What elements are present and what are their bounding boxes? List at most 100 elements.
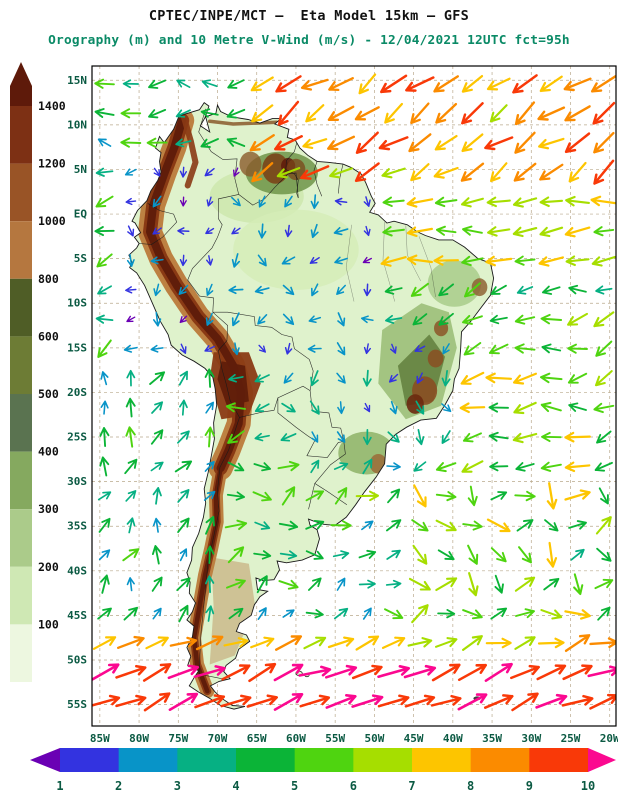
wind-arrow bbox=[257, 254, 267, 267]
wind-arrow bbox=[179, 315, 188, 324]
wind-arrow bbox=[385, 314, 403, 324]
wind-arrow bbox=[485, 255, 513, 267]
wind-arrow bbox=[412, 313, 428, 326]
wind-arrow bbox=[253, 462, 271, 472]
wind-arrow bbox=[415, 400, 425, 415]
lat-label: 15S bbox=[67, 341, 87, 354]
wind-arrow bbox=[148, 108, 167, 119]
wind-arrow bbox=[380, 256, 407, 267]
wind-arrow bbox=[204, 461, 215, 472]
wind-arrow bbox=[125, 197, 137, 206]
wind-arrow bbox=[206, 283, 214, 296]
wind-arrow bbox=[568, 402, 587, 412]
wind-arrow bbox=[385, 579, 402, 589]
wind-arrow bbox=[152, 311, 162, 327]
wind-arrow bbox=[251, 162, 274, 183]
lon-label: 40W bbox=[443, 732, 463, 745]
wind-arrow bbox=[98, 549, 111, 561]
wind-arrow bbox=[595, 285, 613, 295]
wind-arrow bbox=[462, 635, 483, 651]
wind-scale-label: 4 bbox=[232, 779, 239, 793]
wind-arrow bbox=[362, 256, 372, 264]
wind-arrow bbox=[568, 284, 587, 295]
wind-arrow bbox=[299, 694, 331, 708]
colorbar-segment bbox=[10, 336, 32, 394]
wind-arrow bbox=[195, 635, 224, 651]
wind-arrow bbox=[514, 576, 536, 592]
wind-arrow bbox=[201, 79, 218, 88]
wind-arrow bbox=[377, 665, 410, 678]
wind-arrow bbox=[276, 167, 301, 179]
wind-arrow bbox=[308, 315, 322, 324]
wind-arrow bbox=[307, 344, 322, 353]
wind-arrow bbox=[115, 664, 147, 679]
wind-arrow bbox=[512, 74, 538, 94]
wind-arrow bbox=[246, 694, 278, 708]
wind-arrow bbox=[100, 371, 109, 386]
wind-arrow bbox=[249, 134, 275, 152]
wind-arrow bbox=[564, 489, 591, 501]
wind-arrow bbox=[386, 462, 401, 471]
wind-arrow bbox=[97, 607, 112, 620]
wind-arrow bbox=[227, 546, 245, 564]
wind-arrow bbox=[178, 284, 189, 295]
wind-arrow bbox=[462, 432, 482, 443]
lon-label: 20W bbox=[600, 732, 618, 745]
border-line bbox=[405, 225, 421, 282]
wind-arrow bbox=[540, 461, 562, 472]
wind-arrow bbox=[539, 372, 563, 384]
wind-arrow bbox=[174, 460, 193, 473]
wind-arrow bbox=[462, 520, 483, 531]
terrain-patch bbox=[406, 394, 424, 414]
wind-arrow bbox=[205, 401, 214, 414]
wind-arrow bbox=[143, 692, 171, 712]
wind-arrow bbox=[221, 664, 251, 681]
wind-arrow bbox=[513, 162, 537, 182]
wind-arrow bbox=[406, 197, 434, 208]
wind-arrow bbox=[540, 313, 563, 325]
wind-arrow bbox=[567, 372, 588, 384]
wind-arrow bbox=[279, 550, 298, 560]
wind-arrow bbox=[360, 315, 374, 324]
wind-arrow bbox=[564, 226, 591, 238]
wind-arrow-field bbox=[92, 73, 616, 712]
wind-arrow bbox=[467, 485, 478, 507]
wind-arrow bbox=[92, 694, 121, 707]
wind-arrow bbox=[573, 573, 584, 596]
wind-arrow bbox=[310, 194, 319, 210]
wind-arrow bbox=[513, 401, 537, 415]
wind-arrow bbox=[363, 283, 372, 297]
wind-arrow bbox=[151, 401, 164, 414]
wind-arrow bbox=[406, 226, 434, 238]
colorbar-segment bbox=[10, 278, 32, 337]
wind-arrow bbox=[205, 227, 215, 235]
lat-label: 45S bbox=[67, 609, 87, 622]
wind-arrow bbox=[126, 315, 136, 323]
wind-arrow bbox=[568, 520, 587, 530]
wind-arrow bbox=[325, 694, 357, 709]
wind-arrow bbox=[435, 102, 458, 124]
wind-arrow bbox=[515, 462, 535, 472]
wind-arrow bbox=[408, 133, 432, 153]
wind-arrow bbox=[303, 636, 327, 650]
orography-scale-label: 600 bbox=[38, 329, 59, 343]
wind-arrow bbox=[488, 343, 509, 355]
wind-arrow bbox=[514, 343, 536, 354]
wind-arrow bbox=[488, 402, 509, 413]
wind-arrow bbox=[489, 314, 508, 325]
wind-scale-label: 8 bbox=[467, 779, 474, 793]
wind-arrow bbox=[281, 486, 296, 506]
lon-label: 70W bbox=[208, 732, 228, 745]
chart-subtitle: Orography (m) and 10 Metre V-Wind (m/s) … bbox=[48, 33, 570, 48]
wind-arrow bbox=[228, 285, 244, 295]
lon-label: 75W bbox=[168, 732, 188, 745]
wind-arrow bbox=[459, 402, 486, 414]
border-line bbox=[238, 172, 299, 206]
wind-arrow bbox=[596, 430, 612, 444]
wind-arrow bbox=[543, 577, 560, 591]
wind-arrow bbox=[327, 105, 355, 121]
wind-arrow bbox=[384, 608, 404, 620]
wind-arrow bbox=[310, 223, 319, 239]
wind-arrow bbox=[126, 577, 135, 592]
wind-arrow bbox=[310, 459, 320, 474]
